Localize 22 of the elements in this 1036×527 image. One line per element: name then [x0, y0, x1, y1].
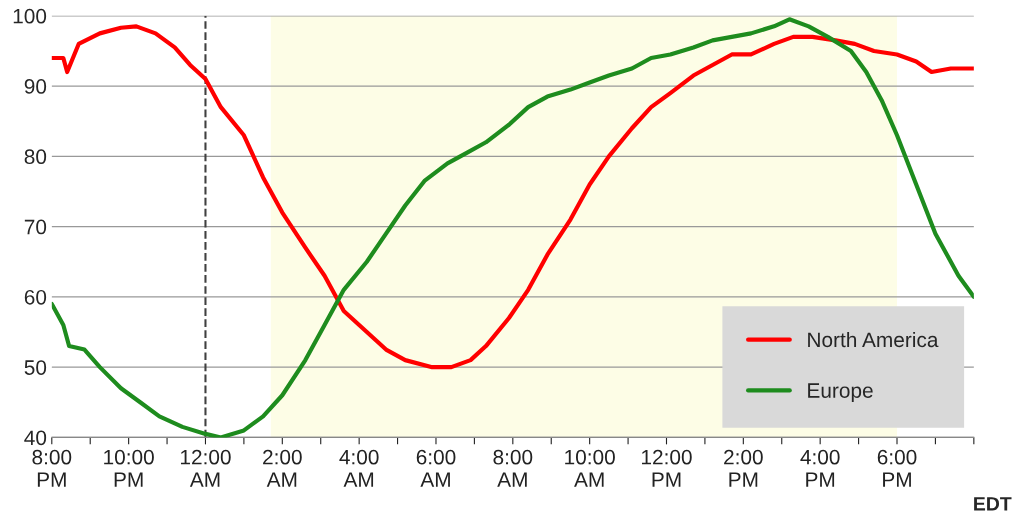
x-tick-label: 12:00 AM [181, 449, 231, 487]
y-tick-label: 50 [24, 360, 47, 375]
x-axis-title: EDT [974, 497, 1012, 511]
x-tick-label: 4:00 PM [800, 449, 840, 487]
y-tick-label: 90 [24, 79, 47, 94]
x-tick-label: 10:00 AM [565, 449, 615, 487]
y-tick-label: 60 [24, 289, 47, 305]
x-tick-label: 2:00 AM [263, 449, 302, 487]
x-tick-label: 8:00 PM [32, 449, 72, 487]
x-tick-label: 4:00 AM [339, 449, 379, 487]
legend-label: North America [808, 331, 939, 348]
y-tick-label: 100 [13, 8, 47, 24]
legend-label: Europe [808, 383, 873, 402]
y-tick-label: 40 [24, 430, 47, 446]
x-tick-label: 2:00 PM [724, 449, 763, 487]
x-tick-label: 8:00 AM [493, 449, 533, 487]
x-tick-label: 6:00 PM [877, 449, 917, 487]
y-tick-label: 70 [24, 219, 47, 235]
y-tick-label: 80 [24, 149, 47, 165]
x-tick-label: 12:00 PM [642, 449, 692, 487]
x-tick-label: 10:00 PM [104, 449, 154, 487]
x-tick-label: 6:00 AM [416, 449, 456, 487]
